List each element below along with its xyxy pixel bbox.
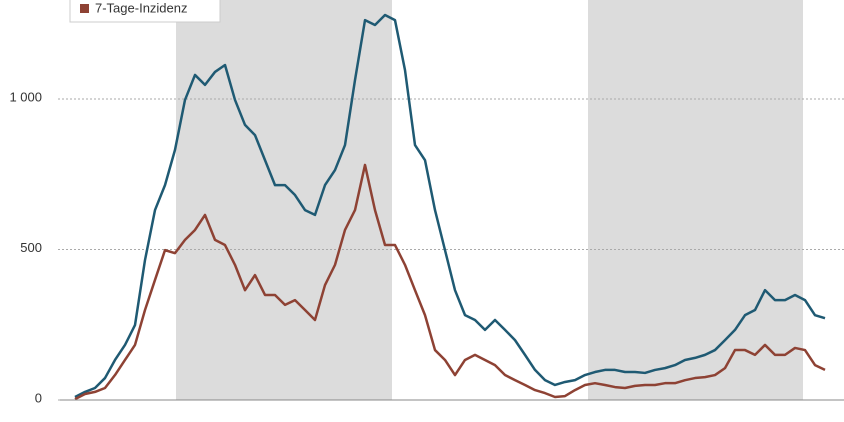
- series-line: [74, 163, 826, 401]
- legend: 7-Tage-Inzidenz: [69, 0, 221, 23]
- y-tick-label: 500: [20, 240, 42, 255]
- legend-swatch: [80, 4, 89, 13]
- lines: [74, 13, 826, 401]
- legend-box: [69, 0, 221, 23]
- shaded-period: [588, 0, 803, 400]
- y-tick-label: 0: [35, 390, 42, 405]
- legend-label: 7-Tage-Inzidenz: [95, 0, 188, 15]
- series-line: [74, 13, 826, 399]
- y-tick-label: 1 000: [9, 89, 42, 104]
